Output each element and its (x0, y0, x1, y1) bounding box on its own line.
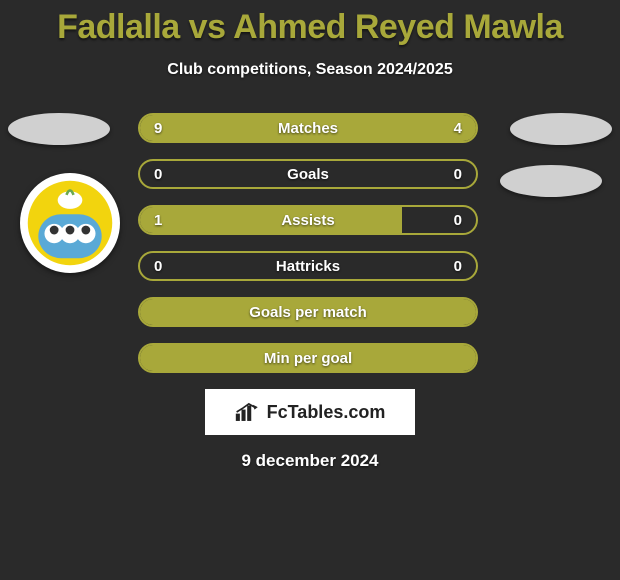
player-photo-left (8, 113, 110, 145)
page-subtitle: Club competitions, Season 2024/2025 (0, 61, 620, 79)
stat-row: Hattricks0 0 (138, 251, 478, 281)
stat-row: Min per goal (138, 343, 478, 373)
stat-row: Goals0 0 (138, 159, 478, 189)
stat-label: Goals (140, 161, 476, 187)
stat-value-right: 0 (454, 207, 462, 233)
source-logo-box: FcTables.com (205, 389, 415, 435)
stat-value-right: 4 (454, 115, 462, 141)
stat-label: Min per goal (140, 345, 476, 371)
stat-label: Matches (140, 115, 476, 141)
club-logo-left (20, 173, 120, 273)
stat-label: Assists (140, 207, 476, 233)
stat-label: Hattricks (140, 253, 476, 279)
stat-value-left: 0 (154, 161, 162, 187)
date-label: 9 december 2024 (0, 451, 620, 471)
page-title: Fadlalla vs Ahmed Reyed Mawla (0, 0, 620, 47)
player-photo-right-top (510, 113, 612, 145)
fctables-icon (235, 401, 261, 423)
stat-row: Matches9 4 (138, 113, 478, 143)
stat-bars: Matches94Goals00Assists10Hattricks00Goal… (138, 113, 478, 373)
stat-label: Goals per match (140, 299, 476, 325)
stat-value-right: 0 (454, 253, 462, 279)
source-logo-text: FcTables.com (267, 402, 386, 423)
stat-value-right: 0 (454, 161, 462, 187)
player-photo-right-mid (500, 165, 602, 197)
club-crest-icon (26, 179, 114, 267)
stat-value-left: 0 (154, 253, 162, 279)
stat-row: Assists1 0 (138, 205, 478, 235)
stat-row: Goals per match (138, 297, 478, 327)
stat-value-left: 9 (154, 115, 162, 141)
comparison-content: Matches94Goals00Assists10Hattricks00Goal… (0, 113, 620, 373)
stat-value-left: 1 (154, 207, 162, 233)
